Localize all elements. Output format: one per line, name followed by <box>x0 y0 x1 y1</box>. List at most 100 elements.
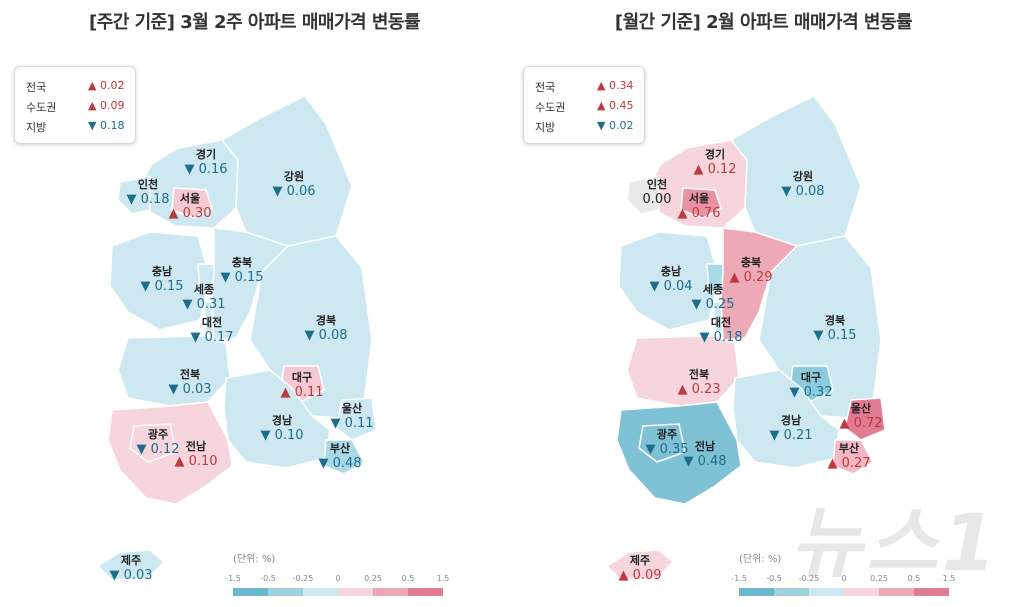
region-value: ▲ 0.11 <box>280 385 324 400</box>
region-name: 대전 <box>710 316 732 329</box>
region-value: ▼ 0.03 <box>168 382 212 397</box>
summary-row-provinces: 지방 ▼ 0.02 <box>535 119 635 135</box>
summary-label: 전국 <box>26 81 47 94</box>
region-shape-gyeongbuk <box>758 235 882 419</box>
region-value: ▲ 0.12 <box>693 162 737 177</box>
region-name: 대구 <box>800 371 822 384</box>
legend-swatch <box>303 588 338 596</box>
region-name: 광주 <box>656 428 678 441</box>
legend-tick: -0.5 <box>766 574 782 583</box>
summary-value: ▼ 0.02 <box>597 119 634 132</box>
legend-tick: 1.5 <box>436 574 450 583</box>
legend-color-bar <box>739 588 949 596</box>
region-name: 강원 <box>283 170 305 183</box>
region-name: 충남 <box>151 265 173 278</box>
region-name: 대전 <box>201 316 223 329</box>
region-name: 광주 <box>147 428 169 441</box>
summary-label: 전국 <box>535 81 556 94</box>
legend-tick: 0.25 <box>870 574 888 583</box>
legend-tick: 0 <box>841 574 847 583</box>
region-value: ▼ 0.16 <box>184 162 228 177</box>
region-value: ▲ 0.10 <box>174 454 218 469</box>
region-shape-jeju <box>96 549 166 581</box>
region-value: ▼ 0.17 <box>190 330 234 345</box>
legend-swatch <box>338 588 373 596</box>
legend-swatch <box>268 588 303 596</box>
region-name: 충북 <box>231 256 253 269</box>
region-value: ▼ 0.18 <box>699 330 743 345</box>
region-value: ▲ 0.27 <box>827 456 871 471</box>
legend-tick: 0 <box>335 574 341 583</box>
region-name: 인천 <box>137 178 159 191</box>
news1-watermark-logo: 뉴스1 <box>790 499 1000 589</box>
region-name: 전북 <box>688 368 710 381</box>
region-shape-jeju <box>605 549 675 581</box>
region-value: ▼ 0.31 <box>182 297 226 312</box>
region-name: 경남 <box>780 414 802 427</box>
legend-swatch <box>739 588 774 596</box>
summary-label: 수도권 <box>26 101 57 114</box>
legend-tick: 0.25 <box>364 574 382 583</box>
region-name: 전남 <box>694 440 716 453</box>
summary-value: ▼ 0.18 <box>88 119 125 132</box>
region-label-gyeongnam: 경남 ▼ 0.21 <box>769 414 812 443</box>
region-name: 제주 <box>120 554 142 567</box>
region-shape-seoul <box>171 187 213 219</box>
summary-label: 지방 <box>535 121 556 134</box>
summary-value: ▲ 0.34 <box>597 79 634 92</box>
region-name: 서울 <box>688 192 710 205</box>
region-label-chungbuk: 충북 ▲ 0.29 <box>729 256 772 285</box>
region-value: ▼ 0.12 <box>136 442 180 457</box>
region-value: ▼ 0.15 <box>813 328 857 343</box>
summary-value: ▲ 0.02 <box>88 79 125 92</box>
region-label-gangwon: 강원 ▼ 0.08 <box>781 170 824 199</box>
region-shape-seoul <box>680 187 722 219</box>
region-value: ▼ 0.18 <box>126 192 170 207</box>
region-value: ▲ 0.72 <box>839 416 883 431</box>
region-label-gyeonggi: 경기 ▲ 0.12 <box>693 148 736 177</box>
region-label-daegu: 대구 ▲ 0.11 <box>280 371 323 400</box>
region-value: ▲ 0.09 <box>618 568 662 583</box>
region-value: ▲ 0.76 <box>677 206 721 221</box>
weekly-map-panel: [주간 기준] 3월 2주 아파트 매매가격 변동률 전국 ▲ 0.02 수도권… <box>14 12 453 600</box>
region-name: 대구 <box>291 371 313 384</box>
summary-row-capital: 수도권 ▲ 0.45 <box>535 99 635 115</box>
legend-unit: (단위: %) <box>739 554 782 565</box>
region-label-busan: 부산 ▼ 0.48 <box>318 442 361 471</box>
legend-tick: -0.25 <box>798 574 820 583</box>
region-label-jeonbuk: 전북 ▲ 0.23 <box>677 368 720 397</box>
region-shape-incheon <box>117 175 151 215</box>
region-value: ▲ 0.29 <box>729 270 773 285</box>
region-shape-gyeongbuk <box>249 235 373 419</box>
region-name: 부산 <box>329 442 351 455</box>
weekly-legend: (단위: %) -1.5 -0.5 -0.25 0 0.25 0.5 1.5 <box>225 550 453 600</box>
summary-row-capital: 수도권 ▲ 0.09 <box>26 99 126 115</box>
legend-swatch <box>914 588 949 596</box>
region-value: ▼ 0.08 <box>304 328 348 343</box>
region-label-busan: 부산 ▲ 0.27 <box>827 442 870 471</box>
region-value: ▼ 0.04 <box>649 279 693 294</box>
region-label-gyeonggi: 경기 ▼ 0.16 <box>184 148 227 177</box>
legend-tick: -0.5 <box>260 574 276 583</box>
region-label-gyeongnam: 경남 ▼ 0.10 <box>260 414 303 443</box>
region-name: 세종 <box>193 283 215 296</box>
region-value: ▼ 0.06 <box>272 184 316 199</box>
region-label-jeonnam: 전남 ▲ 0.10 <box>174 440 217 469</box>
region-value: ▲ 0.23 <box>677 382 721 397</box>
region-label-jeju: 제주 ▼ 0.03 <box>109 554 152 583</box>
legend-tick: 1.5 <box>942 574 956 583</box>
legend-swatch <box>774 588 809 596</box>
monthly-map-panel: [월간 기준] 2월 아파트 매매가격 변동률 전국 ▲ 0.34 수도권 ▲ … <box>509 0 1018 607</box>
legend-swatch <box>809 588 844 596</box>
region-label-jeonbuk: 전북 ▼ 0.03 <box>168 368 211 397</box>
region-shape-gwangju <box>129 423 177 463</box>
summary-value: ▲ 0.09 <box>88 99 125 112</box>
region-name: 서울 <box>179 192 201 205</box>
monthly-map-title: [월간 기준] 2월 아파트 매매가격 변동률 <box>614 12 913 33</box>
region-name: 전남 <box>185 440 207 453</box>
region-label-seoul: 서울 ▲ 0.30 <box>168 192 211 221</box>
region-value: ▼ 0.35 <box>645 442 689 457</box>
summary-row-national: 전국 ▲ 0.34 <box>535 79 635 95</box>
monthly-legend: (단위: %) -1.5 -0.5 -0.25 0 0.25 0.5 1.5 <box>731 550 959 600</box>
region-value: ▼ 0.03 <box>109 568 153 583</box>
